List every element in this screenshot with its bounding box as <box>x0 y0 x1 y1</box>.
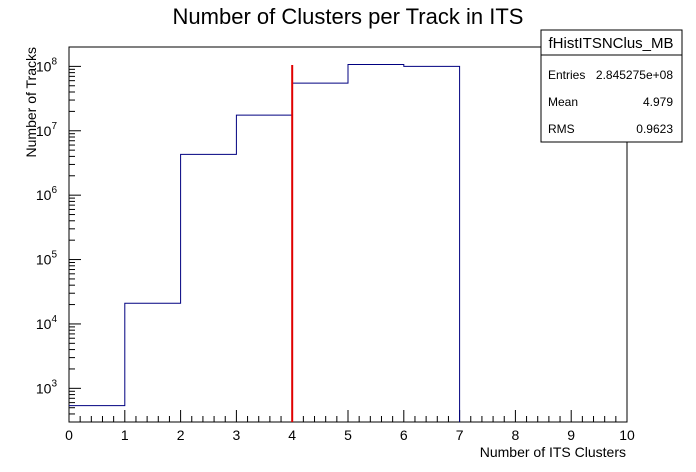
y-tick-label: 105 <box>36 250 58 268</box>
x-tick-label: 4 <box>288 427 296 443</box>
y-tick-label: 108 <box>36 56 58 74</box>
x-tick-label: 7 <box>456 427 464 443</box>
y-tick-label: 103 <box>36 378 58 396</box>
y-axis-label: Number of Tracks <box>23 47 39 157</box>
x-axis-ticks: 0 1 2 3 4 5 6 7 8 9 10 <box>65 410 635 443</box>
x-tick-label: 10 <box>619 427 635 443</box>
stats-box: fHistITSNClus_MB Entries 2.845275e+08 Me… <box>540 29 683 143</box>
x-tick-label: 2 <box>177 427 185 443</box>
x-tick-label: 3 <box>233 427 241 443</box>
stats-entries-value: 2.845275e+08 <box>596 68 673 82</box>
x-tick-label: 9 <box>567 427 575 443</box>
stats-mean-label: Mean <box>548 95 578 109</box>
stats-rms-label: RMS <box>548 122 575 136</box>
x-tick-label: 6 <box>400 427 408 443</box>
x-tick-label: 1 <box>121 427 129 443</box>
chart-title: Number of Clusters per Track in ITS <box>173 4 524 29</box>
y-tick-label: 106 <box>36 185 58 203</box>
stats-entries-label: Entries <box>548 68 585 82</box>
y-axis-ticks: 103 104 105 106 107 108 <box>36 56 81 415</box>
y-tick-label: 107 <box>36 121 58 139</box>
stats-box-frame <box>540 29 683 143</box>
x-tick-label: 0 <box>65 427 73 443</box>
x-axis-label: Number of ITS Clusters <box>480 444 626 460</box>
stats-rms-value: 0.9623 <box>636 122 673 136</box>
x-tick-label: 5 <box>344 427 352 443</box>
stats-mean-value: 4.979 <box>643 95 673 109</box>
y-tick-label: 104 <box>36 314 58 332</box>
stats-box-title: fHistITSNClus_MB <box>548 35 673 52</box>
x-tick-label: 8 <box>512 427 520 443</box>
